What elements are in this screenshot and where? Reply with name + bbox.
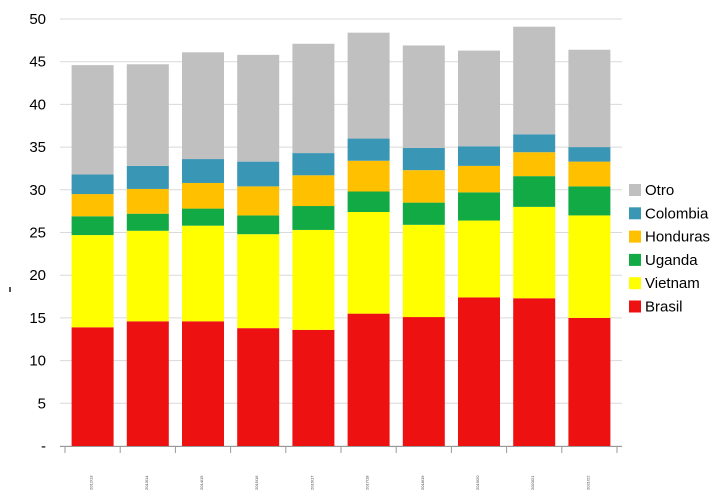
bar-segment-otro bbox=[71, 65, 114, 175]
y-tick-label: 10 bbox=[29, 353, 46, 370]
x-tick-label: 2017/18 bbox=[365, 475, 370, 490]
bar-segment-colombia bbox=[126, 165, 169, 189]
bar-segment-colombia bbox=[71, 174, 114, 195]
bar-segment-colombia bbox=[458, 146, 500, 166]
bar-segment-brasil bbox=[237, 328, 280, 446]
x-tick-label: 2014/15 bbox=[199, 475, 204, 490]
bar-segment-otro bbox=[402, 45, 445, 148]
bar-segment-vietnam bbox=[126, 230, 169, 322]
legend-swatch-honduras bbox=[629, 230, 641, 243]
legend-label-uganda: Uganda bbox=[645, 252, 698, 269]
y-tick-label: 30 bbox=[29, 182, 46, 199]
bar-segment-uganda bbox=[347, 191, 390, 213]
bar-segment-colombia bbox=[402, 147, 445, 171]
legend-swatch-vietnam bbox=[629, 277, 641, 290]
bar-segment-colombia bbox=[568, 147, 611, 162]
bar-segment-brasil bbox=[513, 298, 556, 446]
bar-segment-vietnam bbox=[182, 225, 224, 322]
bar-segment-uganda bbox=[237, 215, 280, 235]
y-axis-tick-labels: - 5 10 15 20 25 30 35 40 45 50 bbox=[29, 11, 46, 455]
bar-segment-brasil bbox=[458, 297, 500, 446]
bar-segment-colombia bbox=[182, 159, 224, 183]
bar-segment-otro bbox=[513, 26, 556, 135]
x-tick-label: 2013/14 bbox=[144, 475, 149, 490]
bar-segment-honduras bbox=[568, 161, 611, 187]
legend-swatch-brasil bbox=[629, 300, 641, 313]
bar-segment-uganda bbox=[513, 176, 556, 207]
bar-segment-otro bbox=[292, 43, 335, 154]
x-tick-label: 2012/13 bbox=[89, 475, 94, 490]
bar-segment-brasil bbox=[182, 321, 224, 446]
bar-segment-vietnam bbox=[71, 235, 114, 328]
y-tick-label: 5 bbox=[38, 395, 46, 412]
y-tick-label: 15 bbox=[29, 310, 46, 327]
bar-segment-honduras bbox=[458, 165, 500, 193]
legend: Otro Colombia Honduras Uganda Vietnam Brasil bbox=[629, 182, 710, 316]
x-tick-label: 2018/19 bbox=[420, 475, 425, 490]
bar-segment-uganda bbox=[402, 202, 445, 225]
legend-label-honduras: Honduras bbox=[645, 229, 710, 246]
bar-segment-vietnam bbox=[237, 234, 280, 329]
bar-segment-otro bbox=[182, 52, 224, 160]
y-tick-label: 35 bbox=[29, 139, 46, 156]
bar-segment-uganda bbox=[568, 186, 611, 216]
bar-segment-brasil bbox=[347, 313, 390, 446]
y-tick-label: 25 bbox=[29, 225, 46, 242]
bar-segment-vietnam bbox=[513, 206, 556, 299]
bar-segment-brasil bbox=[71, 327, 114, 446]
x-axis: 2012/13 2013/14 2014/15 2015/16 2016/17 2017/… bbox=[60, 446, 622, 490]
bar-segment-brasil bbox=[402, 317, 445, 446]
bar-segment-brasil bbox=[568, 317, 611, 446]
bar-segment-vietnam bbox=[347, 212, 390, 314]
axis-marker bbox=[9, 287, 11, 292]
y-tick-label: 20 bbox=[29, 267, 46, 284]
bar-segment-colombia bbox=[513, 134, 556, 153]
bar-segment-honduras bbox=[347, 160, 390, 192]
bar-segment-otro bbox=[347, 32, 390, 139]
legend-swatch-colombia bbox=[629, 207, 641, 220]
x-tick-label: 2019/20 bbox=[475, 475, 480, 490]
x-tick-label: 2021/22 bbox=[585, 475, 590, 490]
bar-segment-vietnam bbox=[292, 229, 335, 330]
bar-segment-colombia bbox=[237, 161, 280, 187]
bar-segment-uganda bbox=[71, 216, 114, 236]
x-tick-label: 2016/17 bbox=[309, 475, 314, 490]
bar-segment-otro bbox=[458, 50, 500, 147]
legend-label-vietnam: Vietnam bbox=[645, 275, 700, 292]
bar-segment-colombia bbox=[347, 138, 390, 161]
bars bbox=[71, 26, 611, 446]
bar-segment-colombia bbox=[292, 153, 335, 176]
x-tick-label: 2020/21 bbox=[530, 475, 535, 490]
bar-segment-vietnam bbox=[568, 215, 611, 318]
legend-swatch-otro bbox=[629, 184, 641, 196]
legend-label-otro: Otro bbox=[645, 182, 674, 199]
y-tick-label: 50 bbox=[29, 11, 46, 28]
legend-label-brasil: Brasil bbox=[645, 299, 683, 316]
legend-label-colombia: Colombia bbox=[645, 205, 709, 222]
x-tick-label: 2015/16 bbox=[254, 475, 259, 490]
bar-segment-brasil bbox=[126, 321, 169, 446]
bar-segment-honduras bbox=[402, 170, 445, 203]
bar-segment-otro bbox=[237, 54, 280, 162]
bar-segment-otro bbox=[568, 49, 611, 148]
y-tick-label: 40 bbox=[29, 96, 46, 113]
bar-segment-uganda bbox=[182, 208, 224, 226]
y-tick-label: - bbox=[41, 438, 46, 455]
legend-swatch-uganda bbox=[629, 253, 641, 266]
bar-segment-honduras bbox=[126, 188, 169, 214]
bar-segment-vietnam bbox=[402, 224, 445, 318]
bar-segment-honduras bbox=[182, 182, 224, 209]
y-tick-label: 45 bbox=[29, 54, 46, 71]
bar-segment-honduras bbox=[71, 194, 114, 217]
bar-segment-uganda bbox=[458, 192, 500, 221]
bar-segment-uganda bbox=[126, 213, 169, 231]
bar-segment-uganda bbox=[292, 206, 335, 230]
bar-segment-brasil bbox=[292, 329, 335, 446]
bar-segment-honduras bbox=[292, 175, 335, 207]
bar-segment-honduras bbox=[237, 186, 280, 216]
bar-segment-otro bbox=[126, 64, 169, 166]
bar-segment-vietnam bbox=[458, 220, 500, 298]
bar-segment-honduras bbox=[513, 152, 556, 177]
